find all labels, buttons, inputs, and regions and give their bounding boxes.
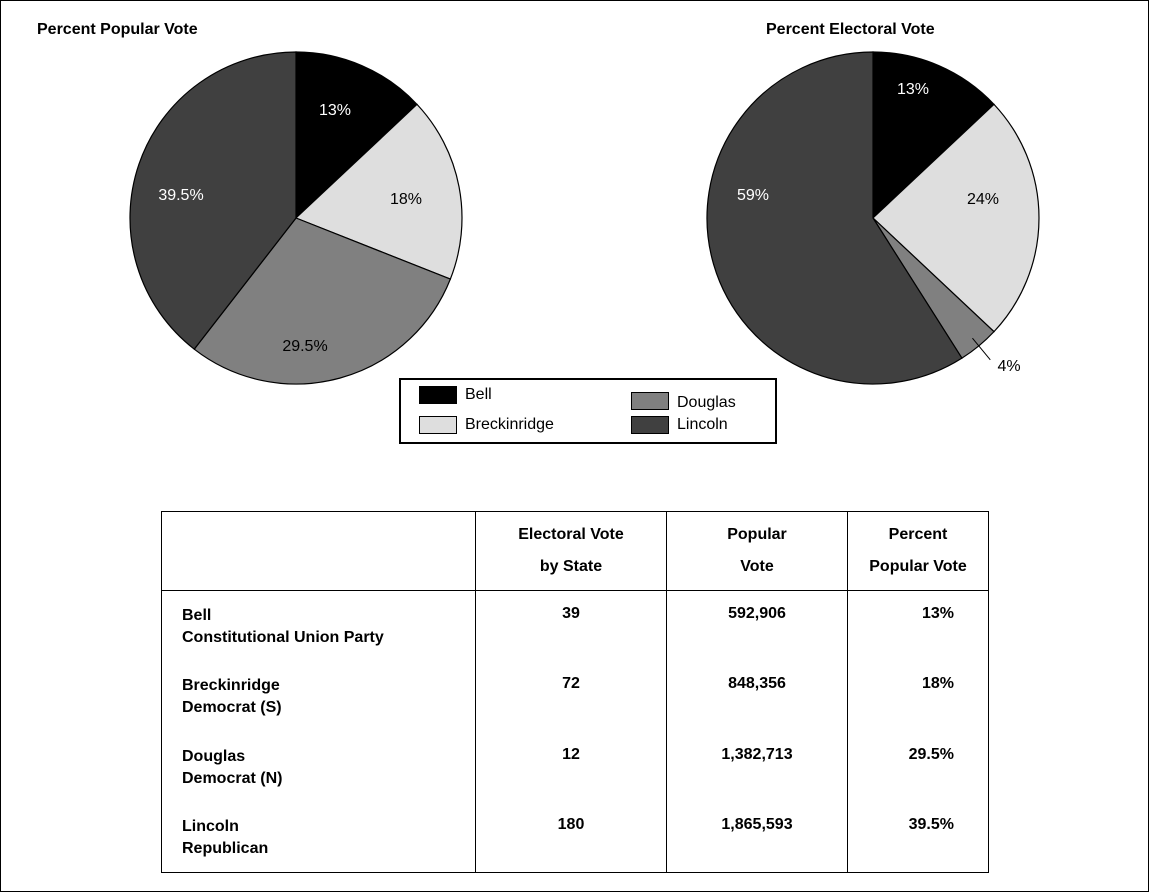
electoral-vote-pie-title: Percent Electoral Vote: [766, 21, 935, 38]
electoral-slice-breckinridge: [872, 103, 1040, 333]
popular-vote-cell: 1,382,713: [666, 731, 848, 802]
candidate-party: Constitutional Union Party: [182, 629, 384, 646]
electoral-leader-line-douglas: [972, 337, 991, 361]
popular-slice-label-lincoln: 39.5%: [158, 187, 203, 204]
popular-vote-cell: 592,906: [666, 590, 848, 662]
percent-popular-vote-cell: 13%: [847, 590, 988, 662]
header-line: by State: [539, 558, 603, 575]
header-line: Popular: [727, 526, 787, 543]
legend-swatch-douglas: [631, 392, 669, 410]
header-line: Percent: [888, 526, 948, 543]
table-header-row: Electoral Vote by State Popular Vote Per…: [162, 512, 988, 591]
legend: Bell Douglas Breckinridge Lincoln: [399, 378, 777, 444]
candidate-cell: Lincoln Republican: [162, 802, 476, 872]
table-row: Bell Constitutional Union Party 39 592,9…: [162, 590, 988, 662]
legend-label-bell: Bell: [465, 386, 492, 403]
candidate-name: Bell: [182, 607, 212, 624]
popular-slice-label-douglas: 29.5%: [282, 338, 327, 355]
electoral-slice-label-breckinridge: 24%: [967, 191, 999, 208]
table-row: Lincoln Republican 180 1,865,593 39.5%: [162, 801, 988, 872]
popular-vote-cell: 848,356: [666, 661, 848, 732]
header-line: Vote: [740, 558, 774, 575]
electoral-slice-label-lincoln: 59%: [737, 187, 769, 204]
popular-slice-lincoln: [129, 51, 297, 351]
popular-vote-cell: 1,865,593: [666, 801, 848, 872]
candidate-name: Douglas: [182, 747, 246, 765]
header-line: Popular Vote: [869, 558, 967, 575]
popular-vote-pie-title: Percent Popular Vote: [37, 21, 198, 38]
percent-popular-vote-cell: 18%: [847, 661, 988, 732]
candidate-name: Lincoln: [182, 817, 239, 835]
legend-label-lincoln: Lincoln: [677, 416, 728, 433]
popular-slice-breckinridge: [294, 103, 463, 280]
electoral-vote-cell: 12: [475, 731, 667, 802]
electoral-slice-label-douglas: 4%: [997, 358, 1020, 375]
candidate-party: Democrat (S): [182, 699, 282, 717]
popular-slice-bell: [295, 51, 418, 220]
electoral-slice-bell: [872, 51, 995, 220]
legend-swatch-lincoln: [631, 416, 669, 434]
electoral-slice-lincoln: [706, 51, 963, 385]
electoral-vote-cell: 39: [475, 590, 667, 662]
legend-swatch-bell: [419, 386, 457, 404]
popular-slice-label-bell: 13%: [319, 102, 351, 119]
legend-swatch-breckinridge: [419, 416, 457, 434]
electoral-vote-cell: 180: [475, 801, 667, 872]
election-results-table: Electoral Vote by State Popular Vote Per…: [162, 512, 988, 872]
candidate-cell: Douglas Democrat (N): [162, 732, 476, 802]
legend-label-breckinridge: Breckinridge: [465, 416, 554, 433]
legend-label-douglas: Douglas: [677, 394, 736, 411]
percent-popular-vote-cell: 29.5%: [847, 731, 988, 802]
candidate-party: Democrat (N): [182, 769, 283, 787]
table-header-candidate: [162, 512, 476, 591]
table-header-popular-vote: Popular Vote: [666, 512, 848, 591]
table-header-percent-popular-vote: Percent Popular Vote: [847, 512, 988, 591]
candidate-cell: Bell Constitutional Union Party: [162, 591, 476, 662]
table-row: Breckinridge Democrat (S) 72 848,356 18%: [162, 661, 988, 732]
table-row: Douglas Democrat (N) 12 1,382,713 29.5%: [162, 731, 988, 802]
header-line: Electoral Vote: [518, 526, 624, 543]
electoral-vote-cell: 72: [475, 661, 667, 732]
electoral-slice-label-bell: 13%: [897, 81, 929, 98]
popular-slice-douglas: [193, 217, 452, 385]
popular-slice-label-breckinridge: 18%: [390, 191, 422, 208]
table-header-electoral-vote: Electoral Vote by State: [475, 512, 667, 591]
results-table-container: Electoral Vote by State Popular Vote Per…: [161, 511, 989, 873]
candidate-party: Republican: [182, 839, 269, 857]
candidate-name: Breckinridge: [182, 677, 280, 695]
candidate-cell: Breckinridge Democrat (S): [162, 661, 476, 731]
percent-popular-vote-cell: 39.5%: [847, 801, 988, 872]
